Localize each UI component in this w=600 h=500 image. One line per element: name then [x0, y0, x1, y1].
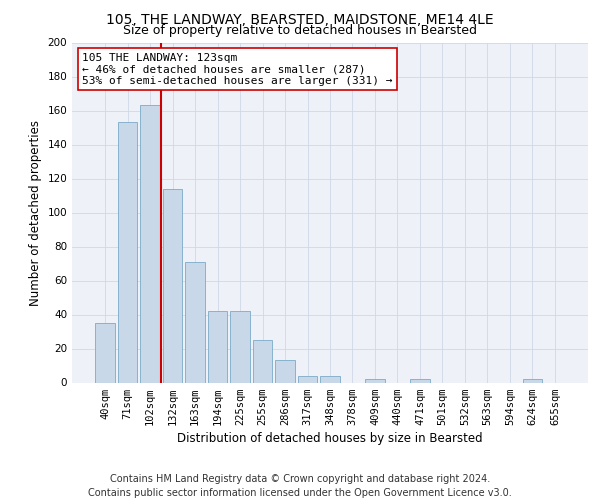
Bar [410, 379, 430, 382]
Bar [163, 188, 182, 382]
Bar [230, 311, 250, 382]
Text: Size of property relative to detached houses in Bearsted: Size of property relative to detached ho… [123, 24, 477, 37]
Bar [365, 379, 385, 382]
Bar [298, 376, 317, 382]
Bar [253, 340, 272, 382]
Text: 105, THE LANDWAY, BEARSTED, MAIDSTONE, ME14 4LE: 105, THE LANDWAY, BEARSTED, MAIDSTONE, M… [106, 12, 494, 26]
Bar [208, 311, 227, 382]
Bar [140, 106, 160, 382]
Bar [523, 379, 542, 382]
Bar [95, 323, 115, 382]
Bar [185, 262, 205, 382]
Y-axis label: Number of detached properties: Number of detached properties [29, 120, 42, 306]
Text: 105 THE LANDWAY: 123sqm
← 46% of detached houses are smaller (287)
53% of semi-d: 105 THE LANDWAY: 123sqm ← 46% of detache… [82, 52, 393, 86]
X-axis label: Distribution of detached houses by size in Bearsted: Distribution of detached houses by size … [177, 432, 483, 445]
Text: Contains HM Land Registry data © Crown copyright and database right 2024.
Contai: Contains HM Land Registry data © Crown c… [88, 474, 512, 498]
Bar [275, 360, 295, 382]
Bar [118, 122, 137, 382]
Bar [320, 376, 340, 382]
